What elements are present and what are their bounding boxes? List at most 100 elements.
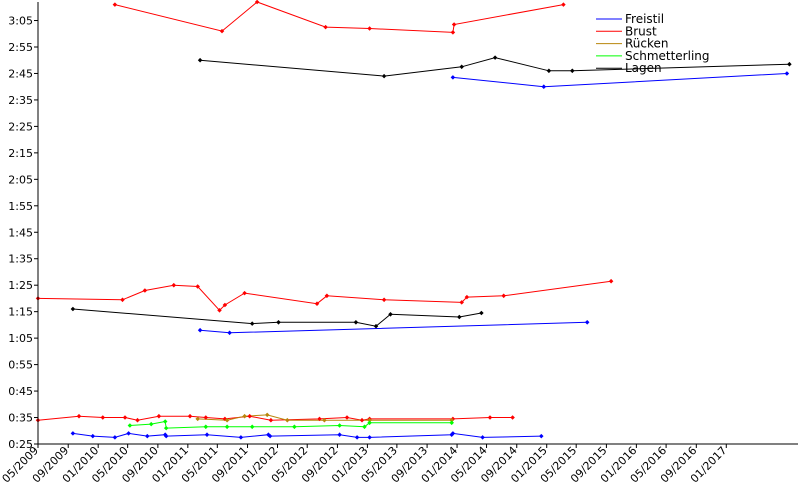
data-point bbox=[539, 433, 544, 439]
data-point bbox=[322, 417, 327, 423]
data-point bbox=[457, 314, 462, 320]
data-point bbox=[570, 68, 575, 74]
data-point bbox=[100, 415, 106, 420]
data-point bbox=[337, 423, 342, 428]
data-point bbox=[197, 57, 203, 63]
data-point bbox=[353, 320, 359, 325]
data-point bbox=[162, 419, 168, 424]
data-point bbox=[451, 22, 457, 27]
y-tick-label: 2:45 bbox=[8, 67, 33, 80]
data-point bbox=[127, 423, 133, 428]
data-point bbox=[492, 55, 498, 60]
y-tick-label: 1:35 bbox=[8, 253, 33, 266]
y-tick-label: 2:55 bbox=[8, 41, 33, 54]
data-point bbox=[276, 320, 281, 325]
y-tick-label: 0:55 bbox=[8, 359, 33, 372]
legend-label: Lagen bbox=[625, 61, 662, 75]
legend-label: Rücken bbox=[625, 37, 669, 51]
data-point bbox=[227, 330, 232, 336]
y-tick-label: 2:25 bbox=[8, 120, 33, 133]
y-tick-label: 1:45 bbox=[8, 226, 33, 239]
data-point bbox=[367, 26, 372, 31]
data-point bbox=[76, 413, 82, 419]
data-point bbox=[249, 424, 255, 430]
data-point bbox=[449, 420, 454, 426]
data-point bbox=[238, 435, 244, 440]
data-point bbox=[217, 308, 222, 313]
data-point bbox=[381, 73, 387, 79]
series-line-freistil-0 bbox=[72, 432, 542, 438]
data-point bbox=[156, 413, 162, 419]
data-point bbox=[541, 84, 547, 89]
data-point bbox=[487, 415, 493, 420]
data-point bbox=[561, 2, 566, 7]
y-tick-label: 2:35 bbox=[8, 94, 33, 107]
data-point bbox=[388, 312, 393, 317]
data-point bbox=[367, 420, 372, 426]
data-point bbox=[501, 293, 506, 299]
data-point bbox=[317, 416, 322, 422]
series-line-brust-2 bbox=[114, 1, 564, 33]
data-point bbox=[219, 28, 225, 34]
data-point bbox=[70, 306, 76, 312]
data-point bbox=[267, 433, 273, 439]
y-tick-label: 0:45 bbox=[8, 385, 33, 398]
data-point bbox=[135, 417, 140, 423]
data-point bbox=[344, 415, 350, 420]
data-point bbox=[247, 413, 252, 419]
data-point bbox=[459, 300, 464, 305]
data-point bbox=[787, 61, 792, 67]
y-tick-label: 1:15 bbox=[8, 306, 33, 319]
series-line-schmetterling-0 bbox=[129, 420, 452, 429]
data-point bbox=[367, 435, 372, 440]
y-tick-label: 2:15 bbox=[8, 147, 33, 160]
y-tick-label: 1:55 bbox=[8, 200, 33, 213]
data-point bbox=[546, 68, 552, 74]
data-point bbox=[354, 435, 360, 440]
data-point bbox=[187, 413, 193, 419]
data-point bbox=[608, 278, 614, 284]
y-tick-label: 1:25 bbox=[8, 279, 33, 292]
data-point bbox=[584, 320, 590, 325]
data-point bbox=[142, 288, 148, 293]
data-point bbox=[285, 417, 290, 423]
data-point bbox=[450, 75, 456, 80]
data-point bbox=[249, 321, 255, 326]
y-tick-label: 0:25 bbox=[8, 438, 33, 451]
data-point bbox=[224, 417, 230, 423]
data-point bbox=[112, 435, 118, 440]
data-point bbox=[381, 297, 387, 303]
data-point bbox=[224, 424, 230, 430]
y-tick-label: 0:35 bbox=[8, 412, 33, 425]
data-point bbox=[480, 435, 485, 440]
data-point bbox=[203, 415, 209, 420]
series-markers bbox=[35, 0, 792, 440]
legend-label: Brust bbox=[625, 24, 657, 38]
y-tick-label: 2:05 bbox=[8, 173, 33, 186]
data-point bbox=[373, 323, 379, 329]
data-point bbox=[242, 290, 247, 296]
data-point bbox=[459, 64, 464, 70]
data-point bbox=[203, 424, 209, 430]
data-point bbox=[204, 432, 210, 437]
legend-label: Freistil bbox=[625, 12, 664, 26]
data-point bbox=[362, 424, 367, 430]
data-point bbox=[314, 301, 320, 306]
data-point bbox=[122, 415, 128, 420]
y-tick-label: 3:05 bbox=[8, 15, 33, 28]
data-point bbox=[145, 433, 150, 439]
legend-label: Schmetterling bbox=[625, 49, 710, 63]
data-point bbox=[268, 417, 274, 423]
data-point bbox=[120, 297, 125, 303]
data-point bbox=[148, 421, 154, 427]
data-point bbox=[171, 282, 177, 288]
data-point bbox=[464, 294, 470, 300]
data-point bbox=[197, 327, 203, 333]
series-line-brust-1 bbox=[37, 280, 612, 312]
data-point bbox=[450, 30, 456, 35]
y-tick-label: 1:05 bbox=[8, 332, 33, 345]
data-point bbox=[70, 431, 76, 436]
data-point bbox=[292, 424, 297, 430]
